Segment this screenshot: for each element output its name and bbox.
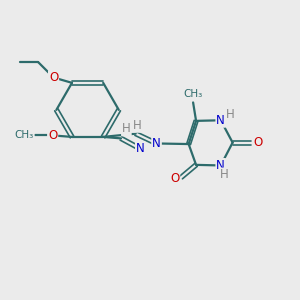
Text: H: H [220, 169, 229, 182]
Text: H: H [133, 119, 142, 132]
Text: N: N [136, 142, 145, 155]
Text: O: O [49, 71, 58, 84]
Text: N: N [152, 137, 161, 150]
Text: O: O [170, 172, 179, 185]
Text: O: O [48, 129, 57, 142]
Text: CH₃: CH₃ [14, 130, 34, 140]
Text: N: N [216, 159, 225, 172]
Text: H: H [122, 122, 131, 135]
Text: CH₃: CH₃ [184, 89, 203, 99]
Text: O: O [253, 136, 262, 149]
Text: N: N [216, 114, 225, 127]
Text: H: H [226, 108, 235, 122]
